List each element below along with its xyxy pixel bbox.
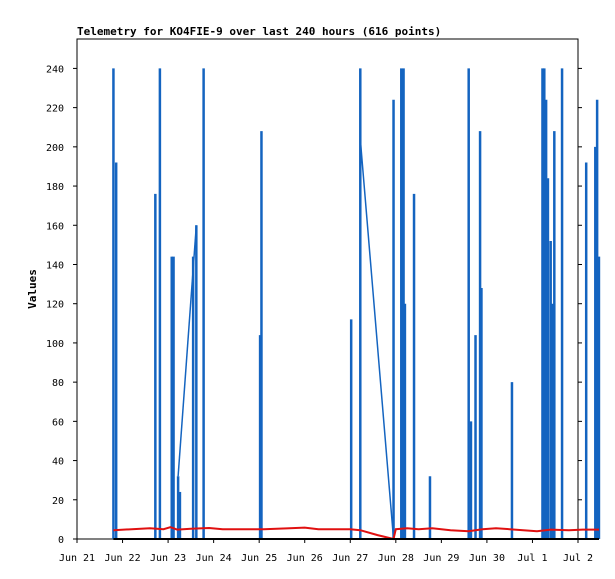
y-tick-label-12: 240 xyxy=(46,64,64,75)
series-0-ramp-0 xyxy=(177,225,198,477)
x-tick-label-6: Jun 27 xyxy=(332,553,368,564)
y-tick-label-8: 160 xyxy=(46,221,64,232)
series-0 xyxy=(112,68,601,540)
chart-title: Telemetry for KO4FIE-9 over last 240 hou… xyxy=(77,25,441,38)
x-tick-label-3: Jun 24 xyxy=(196,553,232,564)
x-tick-label-5: Jun 26 xyxy=(287,553,323,564)
x-axis: Jun 21 Jun 22 Jun 23 Jun 24 Jun 25 Jun 26 Jun … xyxy=(59,539,593,564)
x-tick-label-7: Jun 28 xyxy=(378,553,414,564)
series-0-ramp-1 xyxy=(359,138,395,540)
plot-frame xyxy=(76,38,579,540)
y-tick-label-5: 100 xyxy=(46,339,64,350)
y-tick-label-3: 60 xyxy=(52,417,64,428)
x-tick-label-9: Jun 30 xyxy=(469,553,505,564)
x-tick-label-10: Jul 1 xyxy=(517,553,547,564)
x-tick-label-11: Jul 2 xyxy=(563,553,593,564)
series-layer xyxy=(112,68,601,541)
x-tick-label-8: Jun 29 xyxy=(423,553,459,564)
x-tick-label-2: Jun 23 xyxy=(150,553,186,564)
y-tick-label-2: 40 xyxy=(52,457,64,468)
x-tick-label-1: Jun 22 xyxy=(104,553,140,564)
y-tick-label-9: 180 xyxy=(46,182,64,193)
y-tick-label-4: 80 xyxy=(52,378,64,389)
x-tick-label-0: Jun 21 xyxy=(59,553,95,564)
y-axis-label: Values xyxy=(26,269,39,309)
y-tick-label-11: 220 xyxy=(46,104,64,115)
y-tick-label-10: 200 xyxy=(46,143,64,154)
y-tick-label-6: 120 xyxy=(46,300,64,311)
y-tick-label-7: 140 xyxy=(46,260,64,271)
series-1 xyxy=(113,526,599,541)
y-axis: 0 20 40 60 80 100 120 140 160 180 200 220 240 xyxy=(46,64,582,546)
series-1-line xyxy=(113,526,599,541)
x-tick-label-4: Jun 25 xyxy=(241,553,277,564)
y-tick-label-0: 0 xyxy=(58,535,64,546)
y-tick-label-1: 20 xyxy=(52,496,64,507)
